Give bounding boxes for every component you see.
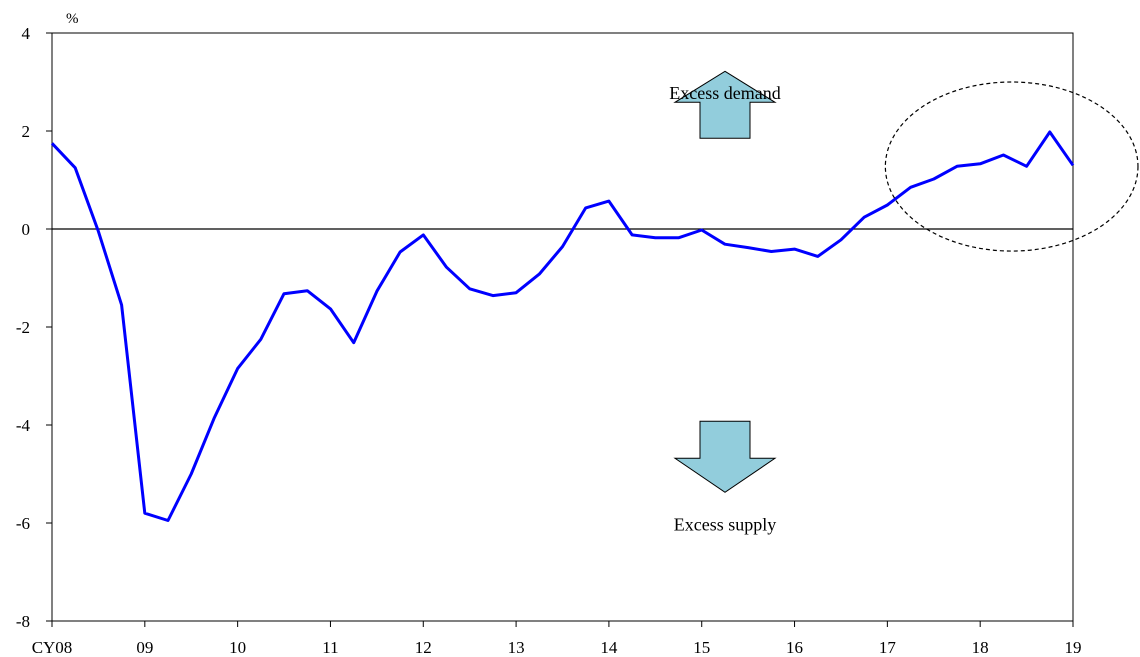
- y-tick-label: -4: [16, 416, 31, 435]
- y-tick-label: 2: [22, 122, 31, 141]
- y-tick-label: -8: [16, 612, 30, 631]
- x-tick-label: 10: [229, 638, 246, 657]
- y-tick-label: -6: [16, 514, 30, 533]
- x-tick-label: 09: [136, 638, 153, 657]
- x-tick-label: 11: [322, 638, 338, 657]
- excess-demand-label: Excess demand: [669, 83, 780, 103]
- x-tick-label: 15: [693, 638, 710, 657]
- x-tick-label: 16: [786, 638, 803, 657]
- y-tick-label: 4: [22, 24, 31, 43]
- excess-supply-arrow-icon: [673, 420, 777, 493]
- x-tick-label: 19: [1065, 638, 1082, 657]
- x-tick-label: 17: [879, 638, 897, 657]
- x-tick-label: 13: [508, 638, 525, 657]
- x-tick-label: CY08: [32, 638, 73, 657]
- series-line: [50, 130, 1075, 522]
- excess-supply-label: Excess supply: [674, 514, 777, 534]
- plot-frame: [51, 32, 1074, 622]
- y-tick-label: 0: [22, 220, 31, 239]
- x-tick-label: 12: [415, 638, 432, 657]
- excess-demand-arrow-icon: [673, 70, 777, 139]
- plot-layer: -8 -6 -4 -2 0 2 4 CY08 09 10 11 12 13 14 15 16 17 18 19: [16, 24, 1139, 657]
- x-tick-label: 18: [972, 638, 989, 657]
- highlight-ellipse: [884, 81, 1139, 252]
- y-unit-label: %: [66, 11, 79, 27]
- x-tick-label: 14: [600, 638, 618, 657]
- y-tick-label: -2: [16, 318, 30, 337]
